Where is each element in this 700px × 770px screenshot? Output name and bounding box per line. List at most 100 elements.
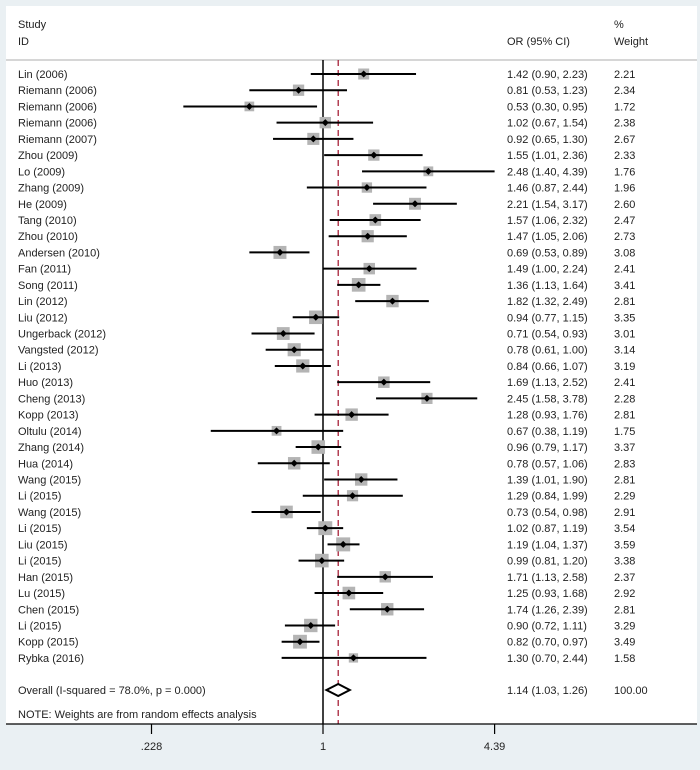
point-estimate (276, 248, 284, 256)
point-estimate (312, 313, 320, 321)
x-tick-label: 4.39 (484, 741, 505, 753)
study-or-ci: 1.57 (1.06, 2.32) (507, 215, 588, 227)
study-or-ci: 1.02 (0.67, 1.54) (507, 118, 588, 130)
study-or-ci: 0.99 (0.81, 1.20) (507, 556, 588, 568)
study-label: Song (2011) (18, 280, 78, 292)
point-estimate (360, 70, 368, 78)
study-weight: 2.81 (614, 475, 635, 487)
study-weight: 2.81 (614, 296, 635, 308)
study-or-ci: 2.21 (1.54, 3.17) (507, 199, 588, 211)
study-label: Lin (2012) (18, 296, 68, 308)
study-or-ci: 1.36 (1.13, 1.64) (507, 280, 588, 292)
study-label: He (2009) (18, 199, 67, 211)
overall-label: Overall (I-squared = 78.0%, p = 0.000) (18, 685, 206, 697)
overall-diamond (324, 682, 352, 698)
point-estimate (411, 200, 419, 208)
point-estimate (348, 411, 356, 419)
study-or-ci: 0.73 (0.54, 0.98) (507, 507, 588, 519)
point-estimate (349, 492, 357, 500)
study-or-ci: 0.67 (0.38, 1.19) (507, 426, 588, 438)
x-tick-label: 1 (320, 741, 326, 753)
study-weight: 1.96 (614, 183, 635, 195)
point-estimate (314, 443, 322, 451)
point-estimate (388, 297, 396, 305)
point-estimate (273, 427, 281, 435)
study-label: Zhang (2014) (18, 442, 84, 454)
study-or-ci: 1.55 (1.01, 2.36) (507, 150, 588, 162)
study-or-ci: 0.69 (0.53, 0.89) (507, 247, 588, 259)
point-estimate (318, 557, 326, 565)
point-estimate (290, 459, 298, 467)
study-label: Lin (2006) (18, 69, 68, 81)
point-estimate (299, 362, 307, 370)
study-label: Riemann (2006) (18, 85, 97, 97)
overall-or-ci: 1.14 (1.03, 1.26) (507, 685, 588, 697)
study-weight: 3.35 (614, 312, 635, 324)
study-weight: 2.37 (614, 572, 635, 584)
header-percent: % (614, 19, 624, 31)
study-or-ci: 0.94 (0.77, 1.15) (507, 312, 588, 324)
plot-panel (6, 6, 697, 724)
study-weight: 3.49 (614, 637, 635, 649)
study-or-ci: 1.25 (0.93, 1.68) (507, 588, 588, 600)
study-weight: 3.19 (614, 361, 635, 373)
study-label: Zhou (2009) (18, 150, 78, 162)
study-or-ci: 1.74 (1.26, 2.39) (507, 604, 588, 616)
point-estimate (355, 281, 363, 289)
study-weight: 1.75 (614, 426, 635, 438)
study-label: Zhou (2010) (18, 231, 78, 243)
study-or-ci: 0.92 (0.65, 1.30) (507, 134, 588, 146)
study-label: Li (2015) (18, 491, 61, 503)
study-weight: 2.28 (614, 393, 635, 405)
study-label: Lu (2015) (18, 588, 65, 600)
point-estimate (423, 394, 431, 402)
study-label: Vangsted (2012) (18, 345, 99, 357)
point-estimate (345, 589, 353, 597)
study-label: Rybka (2016) (18, 653, 84, 665)
study-label: Ungerback (2012) (18, 329, 106, 341)
study-weight: 2.34 (614, 85, 635, 97)
study-or-ci: 0.53 (0.30, 0.95) (507, 101, 588, 113)
header-study: Study (18, 19, 47, 31)
study-label: Kopp (2013) (18, 410, 79, 422)
study-weight: 2.83 (614, 458, 635, 470)
study-or-ci: 1.39 (1.01, 1.90) (507, 475, 588, 487)
study-or-ci: 1.30 (0.70, 2.44) (507, 653, 588, 665)
study-weight: 3.01 (614, 329, 635, 341)
study-weight: 2.81 (614, 604, 635, 616)
study-weight: 1.72 (614, 101, 635, 113)
study-or-ci: 1.49 (1.00, 2.24) (507, 264, 588, 276)
study-label: Chen (2015) (18, 604, 79, 616)
study-label: Fan (2011) (18, 264, 71, 276)
study-or-ci: 0.81 (0.53, 1.23) (507, 85, 588, 97)
study-or-ci: 0.82 (0.70, 0.97) (507, 637, 588, 649)
point-estimate (290, 346, 298, 354)
study-label: Lo (2009) (18, 166, 65, 178)
header-or: OR (95% CI) (507, 36, 570, 48)
study-label: Han (2015) (18, 572, 73, 584)
point-estimate (245, 102, 253, 110)
point-estimate (357, 476, 365, 483)
study-weight: 3.41 (614, 280, 635, 292)
point-estimate (365, 265, 373, 273)
point-estimate (371, 216, 379, 224)
study-label: Li (2015) (18, 523, 61, 535)
study-label: Andersen (2010) (18, 247, 100, 259)
x-tick-label: .228 (141, 741, 162, 753)
study-weight: 1.58 (614, 653, 635, 665)
study-weight: 3.38 (614, 556, 635, 568)
study-or-ci: 2.45 (1.58, 3.78) (507, 393, 588, 405)
study-or-ci: 1.28 (0.93, 1.76) (507, 410, 588, 422)
point-estimate (296, 638, 304, 646)
study-weight: 1.76 (614, 166, 635, 178)
study-or-ci: 1.19 (1.04, 1.37) (507, 539, 588, 551)
study-or-ci: 0.78 (0.61, 1.00) (507, 345, 588, 357)
point-estimate (381, 573, 389, 581)
header-weight: Weight (614, 36, 648, 48)
study-weight: 2.73 (614, 231, 635, 243)
study-weight: 2.81 (614, 410, 635, 422)
study-weight: 3.14 (614, 345, 635, 357)
study-or-ci: 1.71 (1.13, 2.58) (507, 572, 588, 584)
study-weight: 2.21 (614, 69, 635, 81)
